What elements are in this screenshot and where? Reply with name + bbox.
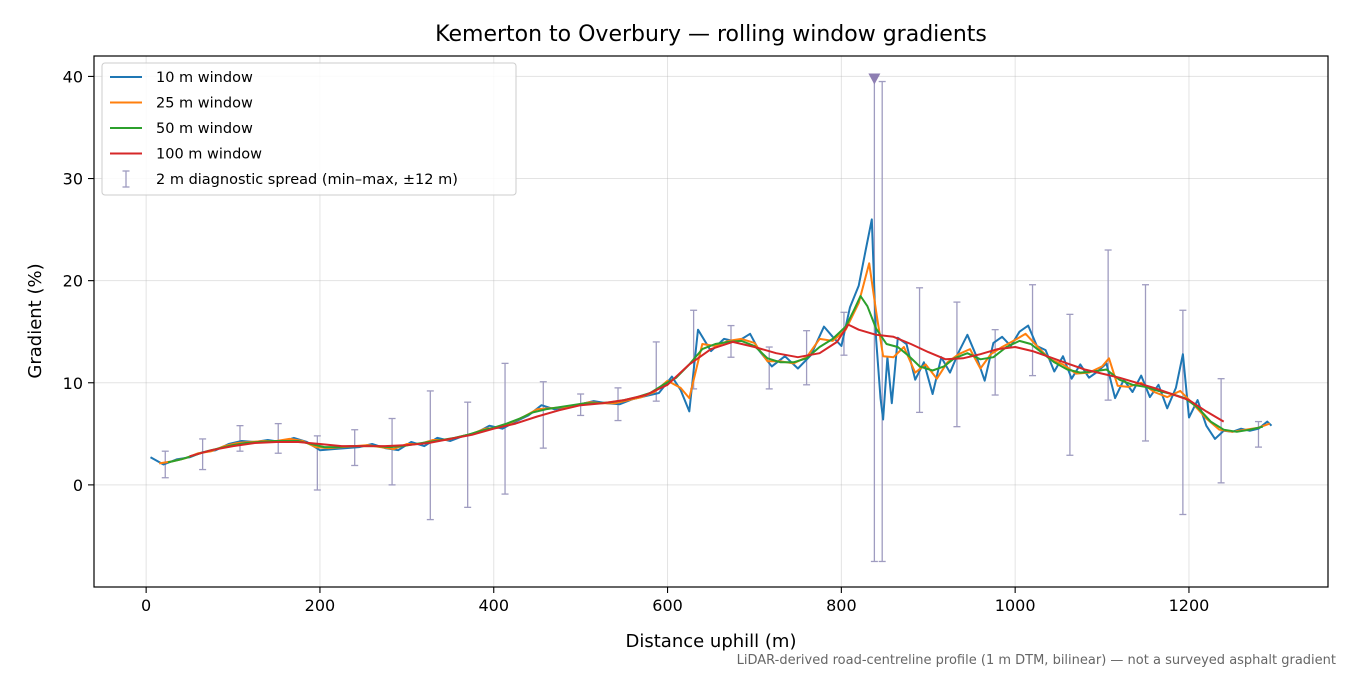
legend-label: 25 m window <box>156 96 253 112</box>
clipped-value-marker <box>868 73 881 85</box>
x-axis-label: Distance uphill (m) <box>626 631 797 652</box>
series-line-3 <box>167 295 1264 464</box>
series-line-2 <box>159 262 1271 465</box>
y-tick-label: 40 <box>63 67 83 86</box>
y-tick-label: 0 <box>73 476 83 495</box>
footnote: LiDAR-derived road-centreline profile (1… <box>737 653 1336 668</box>
y-tick-label: 20 <box>63 272 83 291</box>
legend-label: 10 m window <box>156 70 253 86</box>
x-tick-label: 800 <box>826 596 857 615</box>
x-tick-label: 200 <box>305 596 336 615</box>
x-tick-label: 1200 <box>1169 596 1210 615</box>
x-tick-label: 600 <box>652 596 683 615</box>
y-axis-label: Gradient (%) <box>25 263 46 378</box>
clipped-marker-layer <box>868 73 881 85</box>
legend-label: 100 m window <box>156 147 262 163</box>
x-axis-ticks: 0 200 400 600 800 1000 1200 <box>141 587 1209 615</box>
y-tick-label: 10 <box>63 374 83 393</box>
y-tick-label: 30 <box>63 170 83 189</box>
series-lines <box>150 218 1273 466</box>
legend: 10 m window 25 m window 50 m window 100 m w… <box>101 62 517 196</box>
legend-box <box>101 62 517 196</box>
series-line-1 <box>150 218 1273 466</box>
chart-title: Kemerton to Overbury — rolling window gr… <box>435 22 987 47</box>
x-tick-label: 0 <box>141 596 151 615</box>
legend-label: 50 m window <box>156 121 253 137</box>
x-tick-label: 1000 <box>995 596 1036 615</box>
series-line-4 <box>189 323 1225 458</box>
plot-frame <box>93 55 1329 588</box>
x-tick-label: 400 <box>478 596 509 615</box>
legend-label: 2 m diagnostic spread (min–max, ±12 m) <box>156 172 458 188</box>
y-axis-ticks: 0 10 20 30 40 <box>63 67 94 495</box>
